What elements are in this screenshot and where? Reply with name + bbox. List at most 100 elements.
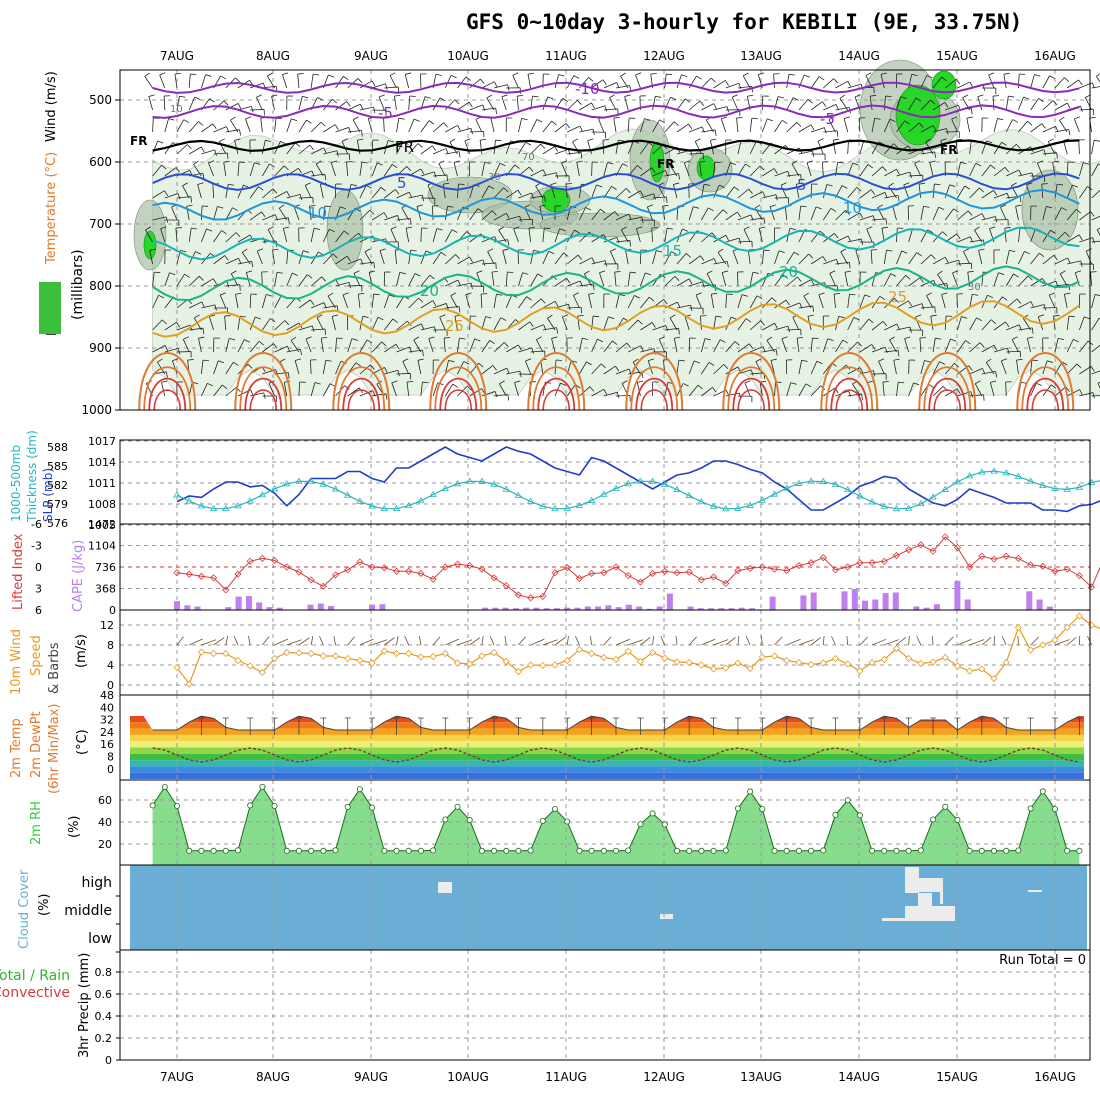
rh2m-marker [844, 797, 851, 804]
temp-tick-label: 48 [100, 689, 114, 702]
wind-barb-flag [212, 123, 217, 129]
wind-barb [1066, 209, 1077, 221]
wind-barb [699, 162, 702, 177]
wind-barb [286, 348, 301, 353]
wind-speed-marker [185, 680, 193, 688]
wind-speed-marker [283, 648, 291, 657]
surface-heat-contour [732, 378, 771, 411]
wind-barb [908, 122, 920, 133]
lifted-index-marker [685, 568, 693, 576]
wind-barb [957, 185, 966, 199]
thickness-marker [880, 502, 888, 509]
wind-barb-flag [613, 116, 620, 119]
li-tick-label: 3 [35, 583, 42, 596]
wind-barb-flag [175, 167, 180, 173]
surface-heat-contour [722, 352, 781, 411]
wind-barb [261, 271, 263, 287]
wind-barb-flag [835, 104, 839, 111]
wind-barb-flag [489, 340, 495, 345]
wind-barb-flag [547, 314, 553, 319]
wind-barb [513, 228, 519, 243]
surface-wind-barb [333, 635, 336, 646]
thickness-marker [795, 479, 803, 486]
wind-barb-flag [738, 238, 742, 245]
temp-color-band [130, 741, 1084, 748]
thickness-marker [246, 497, 254, 504]
rh2m-marker [430, 847, 437, 854]
wind-barb-flag [1018, 169, 1022, 176]
rh2m-marker [527, 847, 534, 854]
wind-barb-flag [316, 314, 323, 318]
wind-barb [904, 338, 910, 353]
surface-heat-contour [239, 366, 288, 411]
wind-barb [613, 118, 617, 133]
rh2m-marker [625, 847, 632, 854]
rh2m-unit-label: (%) [67, 816, 82, 839]
wind-barb [713, 209, 724, 221]
wind-barb-flag [592, 283, 595, 291]
wind-barb [278, 207, 288, 221]
wind-barb-flag [714, 161, 721, 164]
wind-barb [359, 185, 367, 199]
wind-barb [603, 162, 608, 177]
wind-barb [498, 230, 507, 243]
lifted-index-marker [453, 560, 462, 568]
wind-barb [1053, 316, 1056, 331]
wind-barb [274, 118, 277, 133]
wind-barb [1018, 121, 1028, 133]
wind-barb-flag [1057, 183, 1064, 186]
wind-barb [847, 341, 858, 353]
wind-barb [335, 281, 350, 287]
wind-barb [286, 272, 293, 287]
rh2m-marker [210, 847, 217, 854]
wind-barb-flag [369, 209, 375, 215]
surface-wind-barb [908, 635, 910, 646]
wind-speed-marker [856, 667, 864, 675]
wind-barb-flag [769, 204, 776, 208]
wind-barb-flag [688, 123, 693, 130]
wind-barb-flag [177, 193, 181, 200]
wind-barb [408, 143, 419, 155]
wind-barb-flag [525, 141, 532, 146]
date-label-top: 16AUG [1034, 49, 1076, 63]
wind-barb [530, 273, 538, 287]
wind-barb-flag [857, 341, 863, 347]
wind-barb [1030, 149, 1045, 155]
wind-barb-flag [577, 254, 583, 260]
wind-barb [859, 318, 869, 331]
wind-barb [305, 338, 312, 353]
wind-barb [432, 382, 439, 397]
wind-barb [212, 183, 214, 199]
wind-barb [237, 260, 252, 265]
wind-barb [762, 168, 775, 177]
cape-tick-label: 1104 [88, 540, 116, 553]
thickness-tick-label: 588 [47, 441, 68, 454]
wind-barb-flag [1013, 273, 1019, 278]
wind-barb [176, 96, 180, 111]
wind-barb [1030, 74, 1035, 89]
surface-wind-barb [457, 639, 473, 646]
wind-barb [969, 294, 973, 309]
wind-barb [762, 349, 777, 353]
surface-heat-contour [630, 366, 679, 411]
lifted-index-marker [295, 568, 303, 576]
wind-barb-flag [1048, 138, 1054, 143]
wind-barb [859, 189, 872, 199]
wind-barb-flag [321, 336, 328, 339]
wind-barb-flag [637, 319, 643, 325]
surface-heat-contour [148, 378, 187, 411]
wind-barb-flag [422, 350, 424, 357]
temp-axis-label-2: 2m DewPt [29, 711, 44, 778]
wind-barb-flag [1004, 167, 1010, 173]
cloud-clear-patch [918, 893, 932, 906]
wind-barb-flag [306, 274, 313, 279]
thickness-marker [234, 502, 242, 509]
wind-barb [237, 162, 240, 177]
rh2m-marker [344, 803, 351, 810]
surface-heat-contour [527, 352, 586, 411]
wind-barb [148, 96, 153, 111]
wind-barb-flag [828, 116, 835, 121]
temp-tick-label: 32 [100, 714, 114, 727]
wind-barb-flag [183, 336, 189, 340]
wind-barb [469, 315, 471, 331]
